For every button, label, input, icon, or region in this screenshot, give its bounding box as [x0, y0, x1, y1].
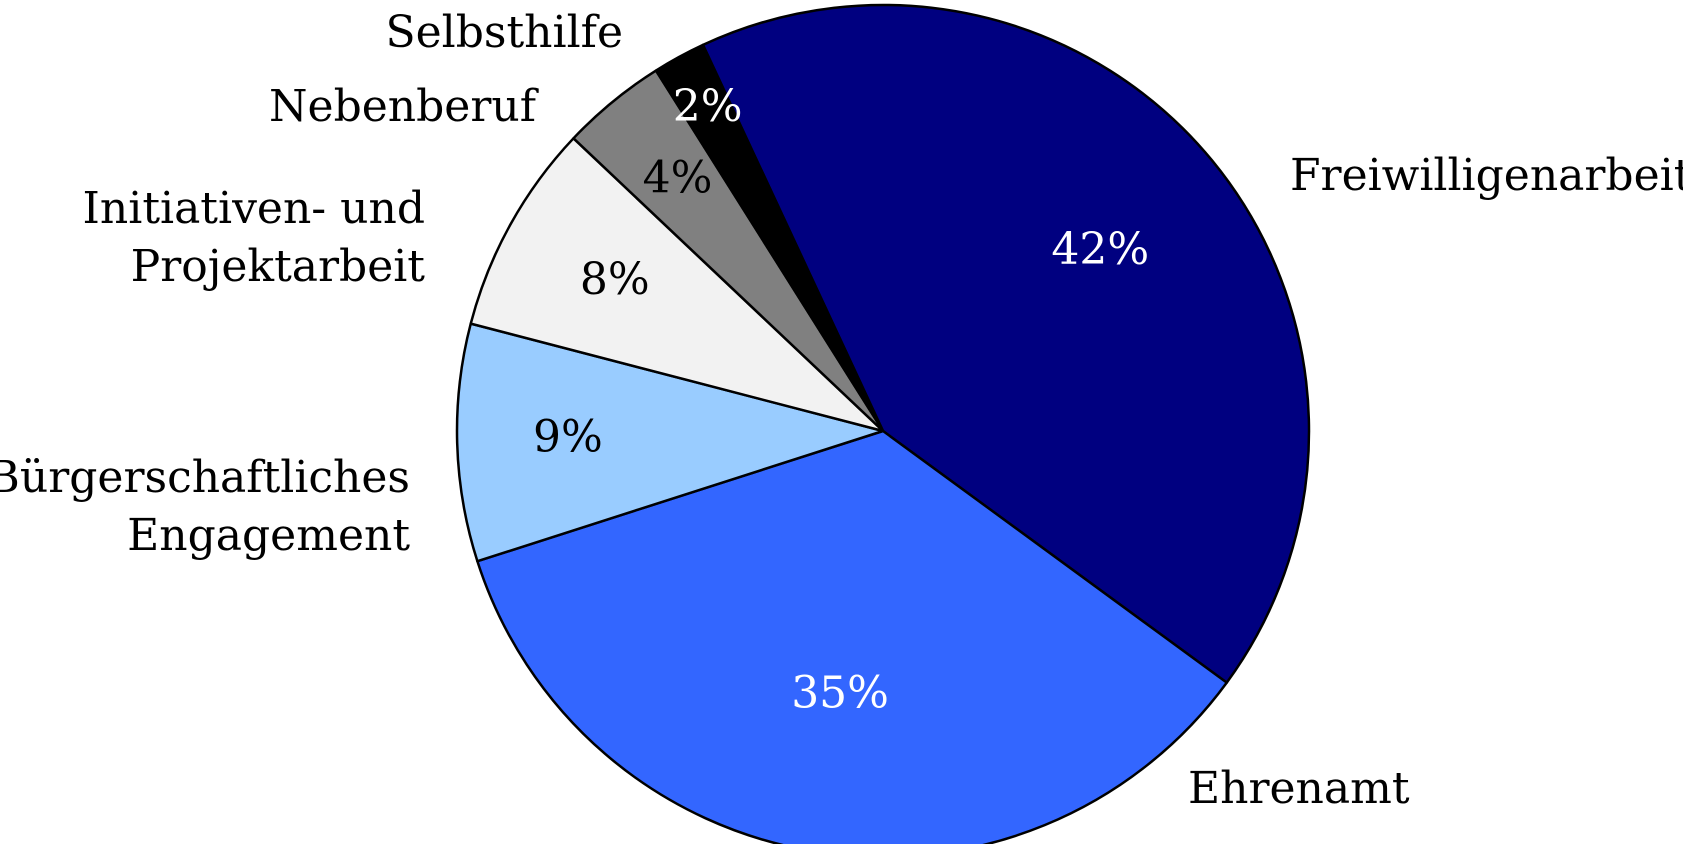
percent-label-initiativen-und-projektarbeit: 8%	[580, 254, 650, 305]
percent-label-buergerschaftliches-engagement: 9%	[533, 411, 603, 462]
category-labels: Freiwilligenarbeit Ehrenamt Bürgerschaftli…	[0, 7, 1683, 814]
percent-label-selbsthilfe: 2%	[673, 81, 743, 132]
category-label-initiativen-und-projektarbeit: Initiativen- und Projektarbeit	[83, 183, 426, 292]
pie-slice-initiativen-und-projektarbeit	[469, 137, 885, 433]
percent-label-freiwilligenarbeit: 42%	[1051, 224, 1149, 275]
category-label-line: Projektarbeit	[131, 241, 426, 292]
category-label-line: Freiwilligenarbeit	[1290, 150, 1683, 201]
category-label-selbsthilfe: Selbsthilfe	[386, 7, 624, 58]
category-label-ehrenamt: Ehrenamt	[1188, 763, 1410, 814]
category-label-buergerschaftliches-engagement: Bürgerschaftliches Engagement	[0, 452, 410, 561]
percentage-labels: 42% 35% 9% 8% 4% 2%	[533, 81, 1149, 719]
percent-label-ehrenamt: 35%	[791, 667, 889, 718]
category-label-nebenberuf: Nebenberuf	[269, 81, 539, 132]
category-label-line: Selbsthilfe	[386, 7, 624, 58]
category-label-line: Bürgerschaftliches	[0, 452, 410, 503]
category-label-line: Ehrenamt	[1188, 763, 1410, 814]
category-label-line: Nebenberuf	[269, 81, 539, 132]
pie-slice-freiwilligenarbeit	[701, 3, 1311, 684]
pie-slices	[455, 3, 1311, 844]
pie-slice-selbsthilfe	[654, 43, 885, 433]
pie-slice-buergerschaftliches-engagement	[455, 322, 885, 563]
category-label-line: Initiativen- und	[83, 183, 425, 234]
category-label-line: Engagement	[127, 510, 410, 561]
percent-label-nebenberuf: 4%	[643, 152, 713, 203]
pie-slice-ehrenamt	[476, 429, 1229, 844]
category-label-freiwilligenarbeit: Freiwilligenarbeit	[1290, 150, 1683, 201]
